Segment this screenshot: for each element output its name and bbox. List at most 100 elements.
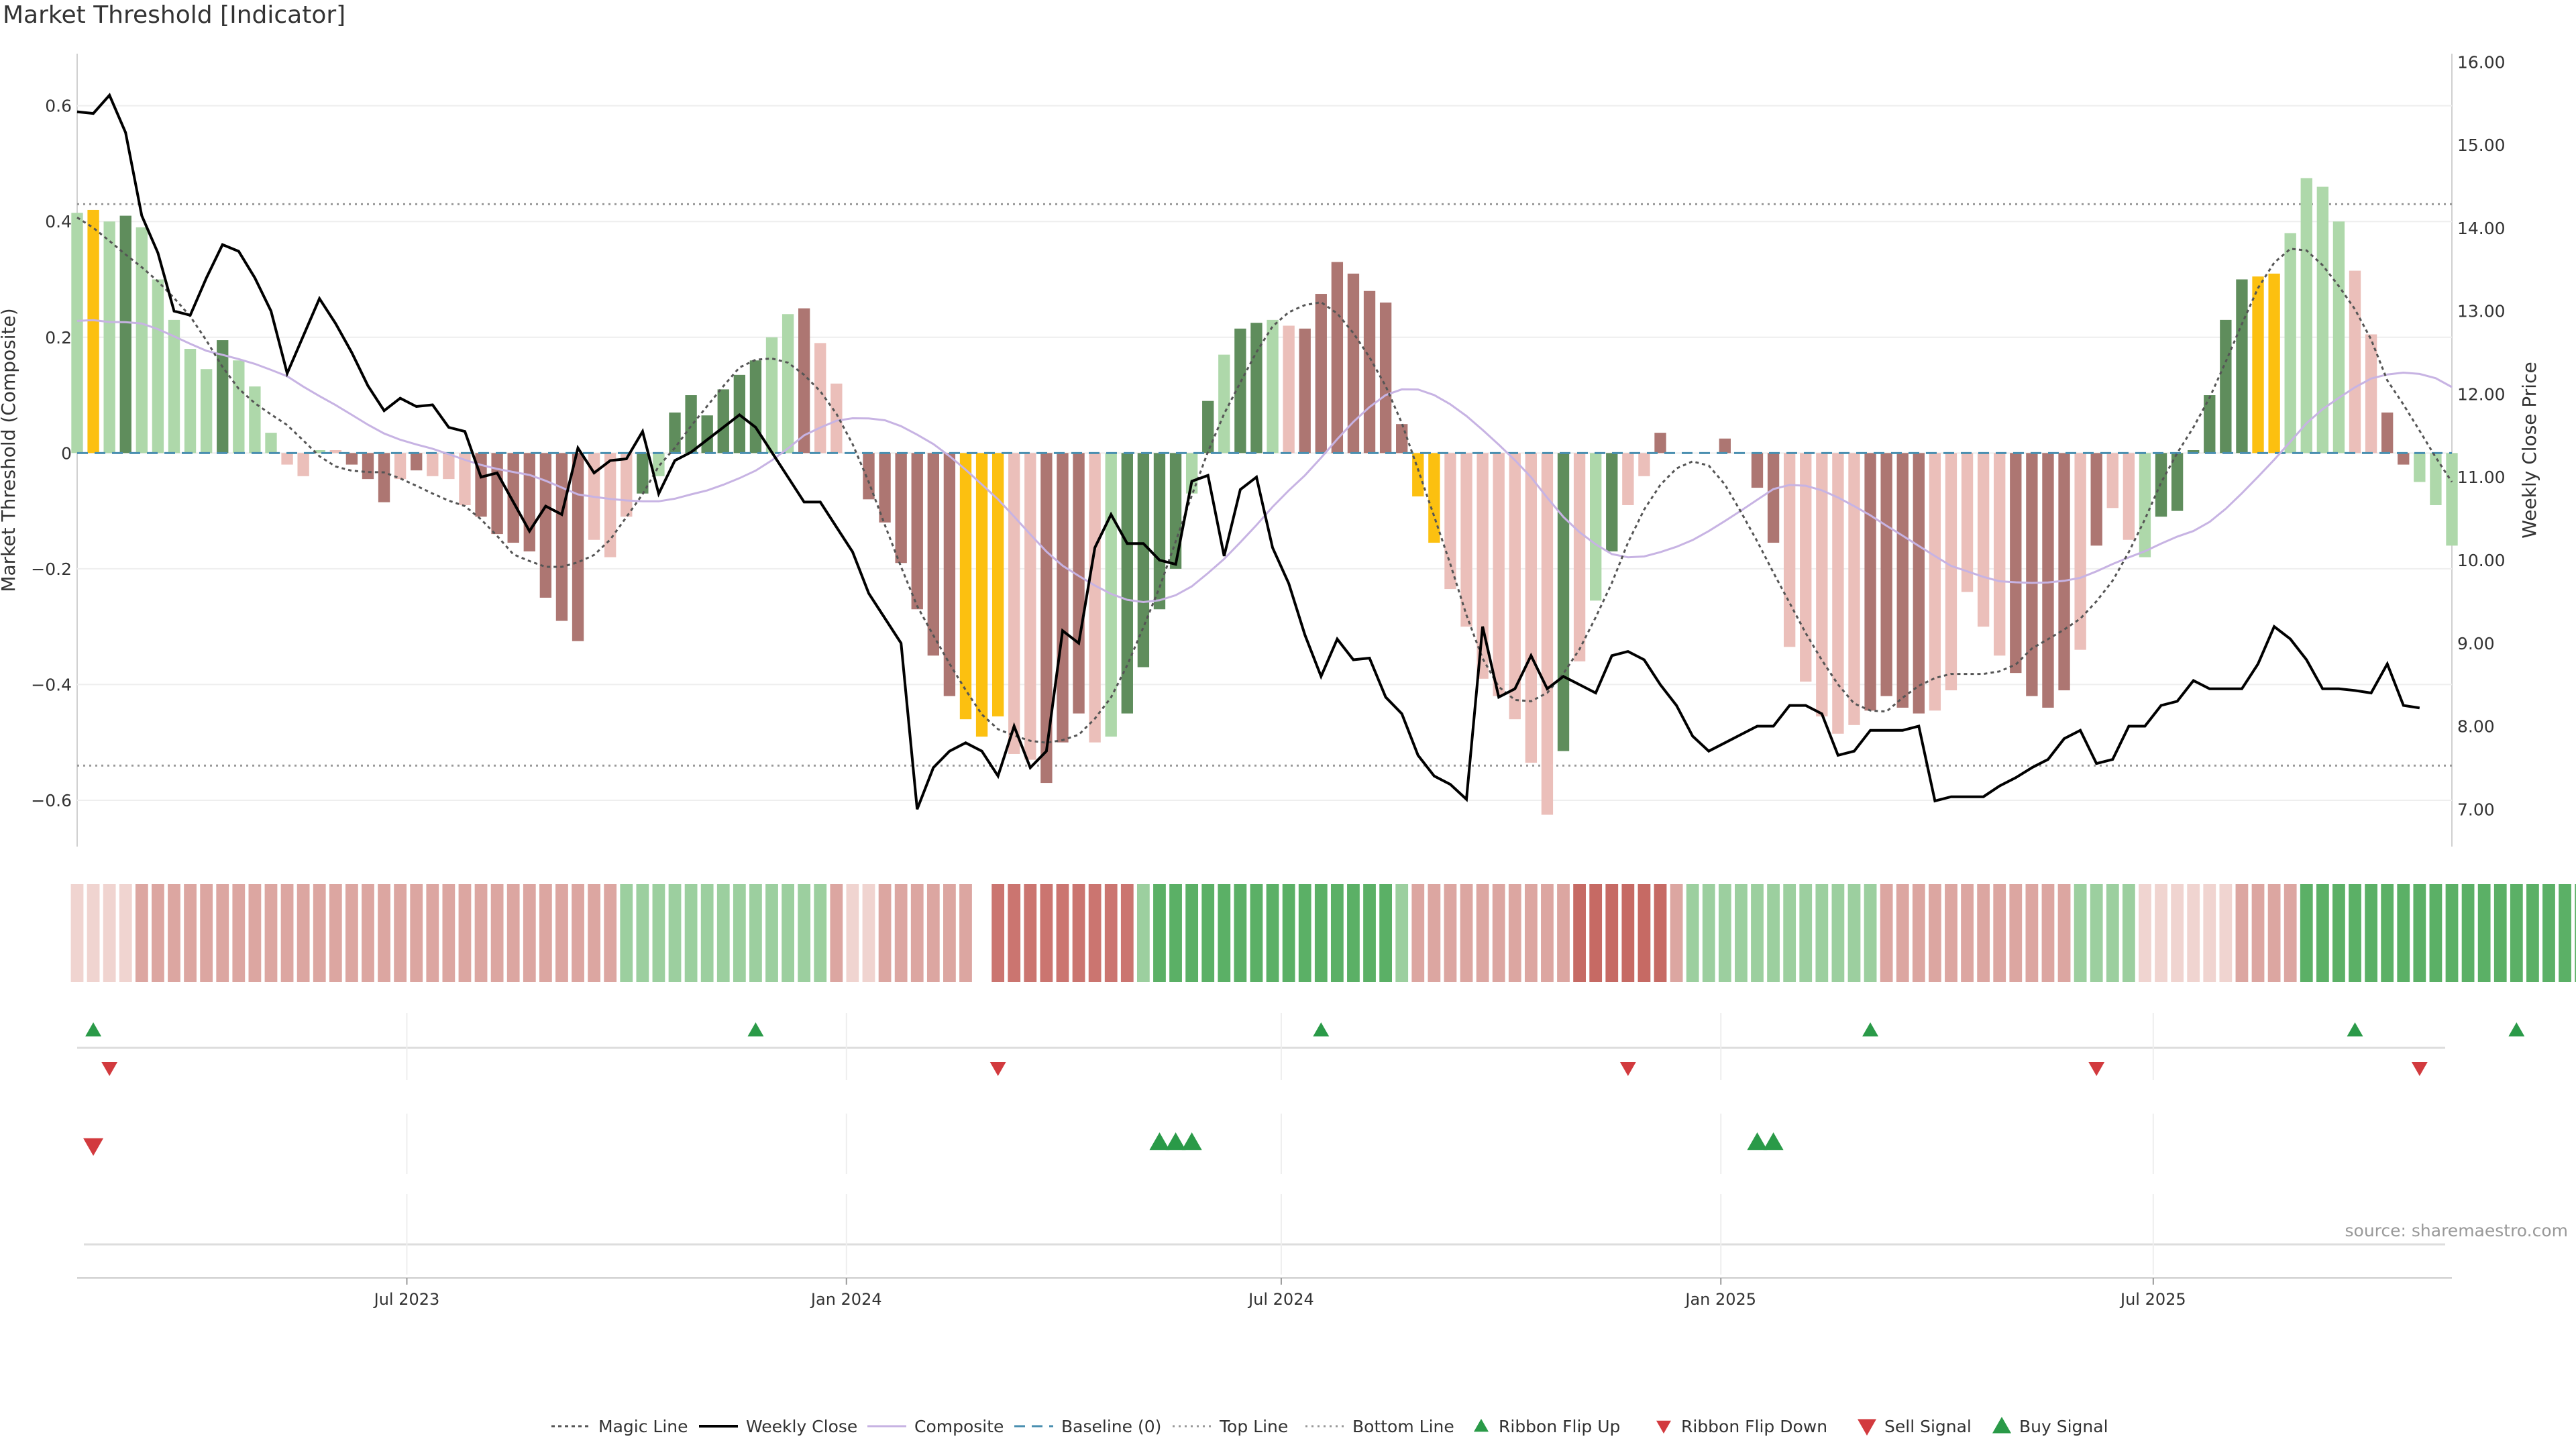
- weekly-close-line: [76, 93, 2420, 810]
- composite-bar: [281, 453, 293, 465]
- ribbon-cell: [2155, 884, 2167, 982]
- composite-bar: [1121, 453, 1133, 714]
- ribbon-cell: [2429, 884, 2443, 982]
- composite-bar: [1347, 273, 1360, 453]
- x-tick-label: Jan 2024: [810, 1290, 882, 1309]
- composite-bar: [1493, 453, 1505, 696]
- composite-bar: [1783, 453, 1796, 647]
- composite-bar: [1089, 453, 1101, 743]
- legend-label: Sell Signal: [1884, 1417, 1972, 1436]
- right-axis-label: Weekly Close Price: [2518, 362, 2540, 538]
- composite-bar: [1444, 453, 1456, 590]
- composite-bar: [1848, 453, 1860, 725]
- composite-bar: [1218, 354, 1230, 453]
- left-axis-label: Market Threshold (Composite): [0, 308, 19, 592]
- ribbon-cell: [2267, 884, 2281, 982]
- composite-bar: [1477, 453, 1489, 679]
- composite-bar: [184, 349, 197, 453]
- left-tick-label: 0.4: [45, 212, 72, 231]
- composite-bar: [1945, 453, 1957, 691]
- legend-label: Ribbon Flip Up: [1499, 1417, 1620, 1436]
- ribbon-cell: [1363, 884, 1376, 982]
- ribbon-flip-down-marker: [2411, 1062, 2428, 1076]
- composite-bar: [2316, 186, 2329, 453]
- composite-bar: [1509, 453, 1521, 720]
- composite-bar: [1929, 453, 1941, 711]
- composite-bar: [1606, 453, 1618, 551]
- ribbon-cell: [668, 884, 682, 982]
- legend-label: Magic Line: [598, 1417, 688, 1436]
- composite-bar: [959, 453, 972, 720]
- ribbon-cell: [1024, 884, 1037, 982]
- composite-bar: [2058, 453, 2070, 691]
- ribbon-cell: [442, 884, 455, 982]
- ribbon-cell: [1169, 884, 1182, 982]
- ribbon-cell: [1670, 884, 1683, 982]
- composite-bar: [1525, 453, 1538, 763]
- x-tick-label: Jul 2025: [2119, 1290, 2186, 1309]
- right-tick-label: 7.00: [2457, 800, 2495, 819]
- composite-bar: [2430, 453, 2442, 505]
- composite-bar: [1719, 438, 1731, 453]
- ribbon-cell: [2397, 884, 2410, 982]
- ribbon-cell: [1508, 884, 1521, 982]
- composite-bar: [71, 213, 83, 453]
- ribbon-cell: [539, 884, 552, 982]
- composite-bar: [2106, 453, 2118, 508]
- composite-bar: [879, 453, 891, 523]
- composite-bar: [1153, 453, 1166, 610]
- right-tick-label: 12.00: [2457, 384, 2506, 404]
- composite-bar: [491, 453, 503, 535]
- ribbon-cell: [1153, 884, 1166, 982]
- composite-bar: [2188, 450, 2200, 453]
- source-label: source: sharemaestro.com: [2345, 1221, 2569, 1240]
- composite-bar: [1767, 453, 1780, 543]
- composite-bar: [2171, 453, 2184, 511]
- composite-bar: [1557, 453, 1570, 751]
- ribbon-cell: [2365, 884, 2377, 982]
- left-tick-label: −0.2: [31, 559, 72, 579]
- ribbon-cell: [1492, 884, 1505, 982]
- ribbon-cell: [1379, 884, 1393, 982]
- right-tick-label: 8.00: [2457, 717, 2495, 737]
- buy-signal-marker: [1181, 1132, 1202, 1150]
- ribbon-cell: [1977, 884, 1990, 982]
- x-tick-label: Jul 2023: [373, 1290, 440, 1309]
- ribbon-cell: [1088, 884, 1102, 982]
- ribbon-cell: [297, 884, 310, 982]
- ribbon-cell: [814, 884, 827, 982]
- ribbon-cell: [1751, 884, 1764, 982]
- ribbon-cell: [2332, 884, 2345, 982]
- ribbon-cell: [2009, 884, 2023, 982]
- ribbon-cell: [1072, 884, 1085, 982]
- ribbon-flip-up-marker: [1862, 1022, 1879, 1036]
- x-tick-label: Jan 2025: [1684, 1290, 1756, 1309]
- composite-bar: [427, 453, 439, 476]
- ribbon-cell: [2477, 884, 2491, 982]
- composite-bar: [604, 453, 616, 557]
- composite-bar: [2042, 453, 2054, 708]
- composite-bar: [1961, 453, 1974, 592]
- legend-label: Ribbon Flip Down: [1681, 1417, 1827, 1436]
- composite-bar: [1185, 453, 1198, 494]
- composite-bar: [1169, 453, 1182, 569]
- composite-bar: [1331, 262, 1344, 453]
- composite-bar: [507, 453, 519, 543]
- right-tick-label: 10.00: [2457, 551, 2506, 570]
- ribbon-cell: [604, 884, 617, 982]
- legend-label: Buy Signal: [2019, 1417, 2108, 1436]
- ribbon-cell: [1735, 884, 1748, 982]
- composite-bar: [1315, 294, 1327, 453]
- ribbon-cell: [1847, 884, 1861, 982]
- ribbon-cell: [684, 884, 698, 982]
- composite-bar: [1638, 453, 1650, 476]
- ribbon-cell: [168, 884, 180, 982]
- composite-bar: [313, 450, 325, 453]
- ribbon-cell: [1428, 884, 1441, 982]
- composite-bar: [168, 319, 180, 453]
- ribbon-cell: [1347, 884, 1360, 982]
- buy-signal-marker: [1165, 1132, 1186, 1150]
- ribbon-flip-down-marker: [989, 1062, 1006, 1076]
- ribbon-flip-up-marker: [1313, 1022, 1330, 1036]
- composite-bar: [701, 415, 713, 453]
